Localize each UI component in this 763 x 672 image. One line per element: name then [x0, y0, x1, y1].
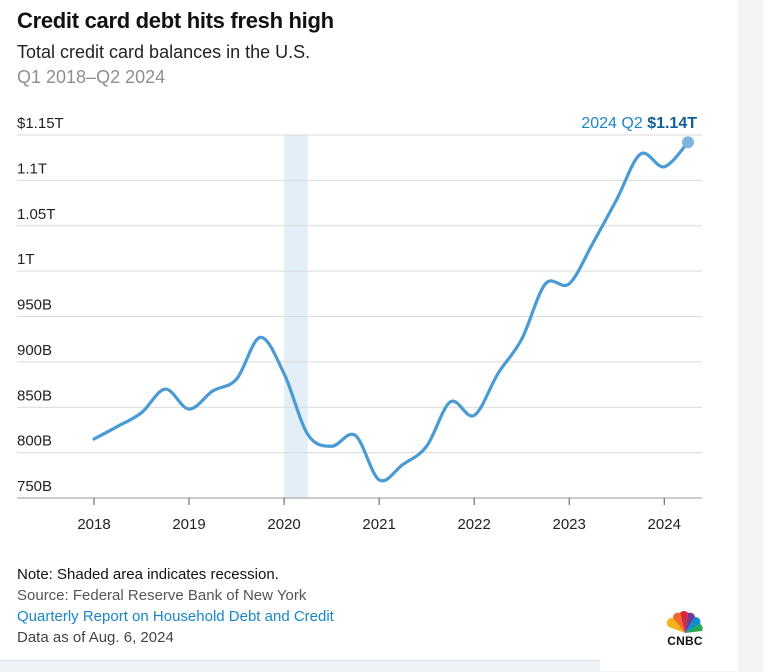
footer-note: Note: Shaded area indicates recession.	[17, 566, 279, 583]
y-tick-label: $1.15T	[17, 115, 64, 132]
series-line	[92, 140, 690, 483]
x-tick-label: 2018	[77, 516, 110, 533]
y-tick-label: 1T	[17, 251, 35, 268]
chart-title: Credit card debt hits fresh high	[17, 8, 334, 33]
annotation-value: $1.14T	[647, 115, 697, 132]
x-tick-label: 2020	[267, 516, 300, 533]
endpoint-marker	[682, 136, 694, 149]
data-as-of: Data as of Aug. 6, 2024	[17, 629, 174, 646]
y-tick-label: 950B	[17, 297, 52, 314]
x-tick-label: 2022	[457, 516, 490, 533]
y-tick-label: 900B	[17, 342, 52, 359]
y-axis-labels: 750B 800B 850B 900B 950B 1T 1.05T 1.1T $1.15T	[17, 115, 64, 495]
peacock-icon	[666, 611, 703, 633]
chart-card: Credit card debt hits fresh high Total c…	[0, 0, 738, 672]
footer-source: Source: Federal Reserve Bank of New York	[17, 587, 307, 604]
series-layer	[92, 136, 694, 483]
grid-layer	[17, 134, 702, 454]
date-range: Q1 2018–Q2 2024	[17, 67, 166, 87]
line-chart: 750B 800B 850B 900B 950B 1T 1.05T 1.1T $1.15T 20…	[17, 115, 702, 533]
x-tick-label: 2021	[362, 516, 395, 533]
chart-subtitle: Total credit card balances in the U.S.	[17, 42, 311, 62]
endpoint-annotation: 2024 Q2 $1.14T	[581, 115, 697, 132]
y-tick-label: 1.05T	[17, 206, 55, 223]
annotation-layer: 2024 Q2 $1.14T	[581, 115, 697, 132]
y-tick-label: 850B	[17, 387, 52, 404]
x-tick-label: 2019	[172, 516, 205, 533]
bottom-scroll-strip	[0, 660, 600, 672]
y-tick-label: 750B	[17, 478, 52, 495]
y-tick-label: 1.1T	[17, 160, 47, 177]
y-tick-label: 800B	[17, 433, 52, 450]
x-tick-label: 2024	[648, 516, 681, 533]
x-axis: 2018 2019 2020 2021 2022 2023 2024	[17, 497, 702, 533]
x-tick-label: 2023	[553, 516, 586, 533]
cnbc-logo: CNBC	[660, 606, 710, 648]
annotation-prefix: 2024 Q2	[581, 115, 647, 132]
footer: Note: Shaded area indicates recession. S…	[17, 564, 334, 648]
report-link[interactable]: Quarterly Report on Household Debt and C…	[17, 608, 334, 625]
logo-text: CNBC	[667, 634, 703, 648]
